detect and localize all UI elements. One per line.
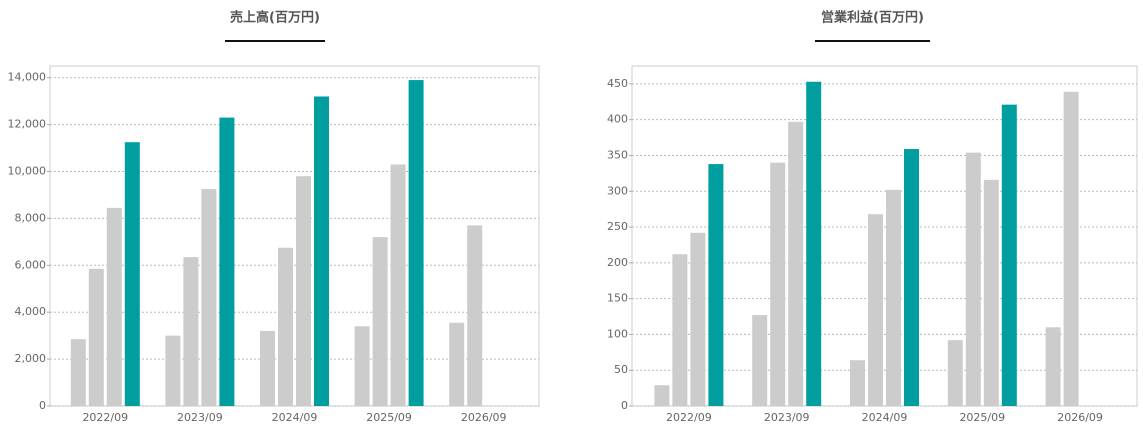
bar xyxy=(183,257,199,406)
bar xyxy=(806,81,822,406)
x-tick-label: 2025/09 xyxy=(366,411,412,424)
bar xyxy=(260,330,275,406)
x-tick-label: 2024/09 xyxy=(862,411,908,424)
bar xyxy=(124,142,140,406)
y-tick-label: 12,000 xyxy=(8,118,47,131)
x-tick-label: 2022/09 xyxy=(82,411,128,424)
y-tick-label: 450 xyxy=(607,77,628,90)
bar xyxy=(904,149,919,406)
y-tick-label: 100 xyxy=(607,327,628,340)
y-tick-label: 8,000 xyxy=(15,211,47,224)
x-tick-label: 2026/09 xyxy=(1057,411,1103,424)
y-tick-label: 6,000 xyxy=(15,258,47,271)
bar xyxy=(390,164,406,406)
bar xyxy=(850,360,865,406)
bar xyxy=(314,96,329,406)
plot-area xyxy=(49,65,540,407)
bar xyxy=(788,121,804,407)
bar xyxy=(296,176,311,406)
bar xyxy=(106,207,122,406)
bar xyxy=(654,385,670,406)
y-tick-label: 150 xyxy=(607,292,628,305)
bar xyxy=(752,315,768,406)
bar xyxy=(372,237,388,406)
chart-title: 売上高(百万円) xyxy=(230,10,320,26)
bar xyxy=(88,268,104,406)
y-tick-label: 350 xyxy=(607,148,628,161)
x-tick-label: 2023/09 xyxy=(764,411,810,424)
x-tick-label: 2026/09 xyxy=(461,411,507,424)
bar xyxy=(868,214,883,406)
bar xyxy=(886,189,901,406)
y-tick-label: 4,000 xyxy=(15,305,47,318)
bar xyxy=(947,340,963,406)
bar xyxy=(467,225,483,406)
bar xyxy=(70,339,86,406)
bar xyxy=(690,232,706,406)
bar xyxy=(1045,327,1061,406)
y-tick-label: 250 xyxy=(607,220,628,233)
bar xyxy=(983,179,999,406)
bar xyxy=(1063,91,1079,406)
x-tick-label: 2025/09 xyxy=(959,411,1005,424)
bar xyxy=(201,189,217,406)
y-tick-label: 0 xyxy=(39,399,46,412)
bar xyxy=(449,322,465,406)
bar xyxy=(278,247,293,406)
y-tick-label: 300 xyxy=(607,184,628,197)
bar xyxy=(770,162,786,406)
y-tick-label: 2,000 xyxy=(15,352,47,365)
bar xyxy=(965,152,981,406)
y-tick-label: 0 xyxy=(621,399,628,412)
x-tick-label: 2024/09 xyxy=(272,411,318,424)
bar xyxy=(219,117,235,406)
bar xyxy=(708,164,724,406)
y-tick-label: 50 xyxy=(614,363,628,376)
bar xyxy=(354,326,370,406)
y-tick-label: 400 xyxy=(607,113,628,126)
y-tick-label: 200 xyxy=(607,256,628,269)
x-tick-label: 2022/09 xyxy=(666,411,712,424)
bar xyxy=(165,335,181,406)
bar xyxy=(408,80,424,406)
y-tick-label: 10,000 xyxy=(8,165,47,178)
bar xyxy=(672,254,688,406)
plot-area xyxy=(631,65,1138,407)
chart-title: 営業利益(百万円) xyxy=(821,10,924,26)
y-tick-label: 14,000 xyxy=(8,71,47,84)
bar xyxy=(1001,104,1017,406)
x-tick-label: 2023/09 xyxy=(177,411,223,424)
